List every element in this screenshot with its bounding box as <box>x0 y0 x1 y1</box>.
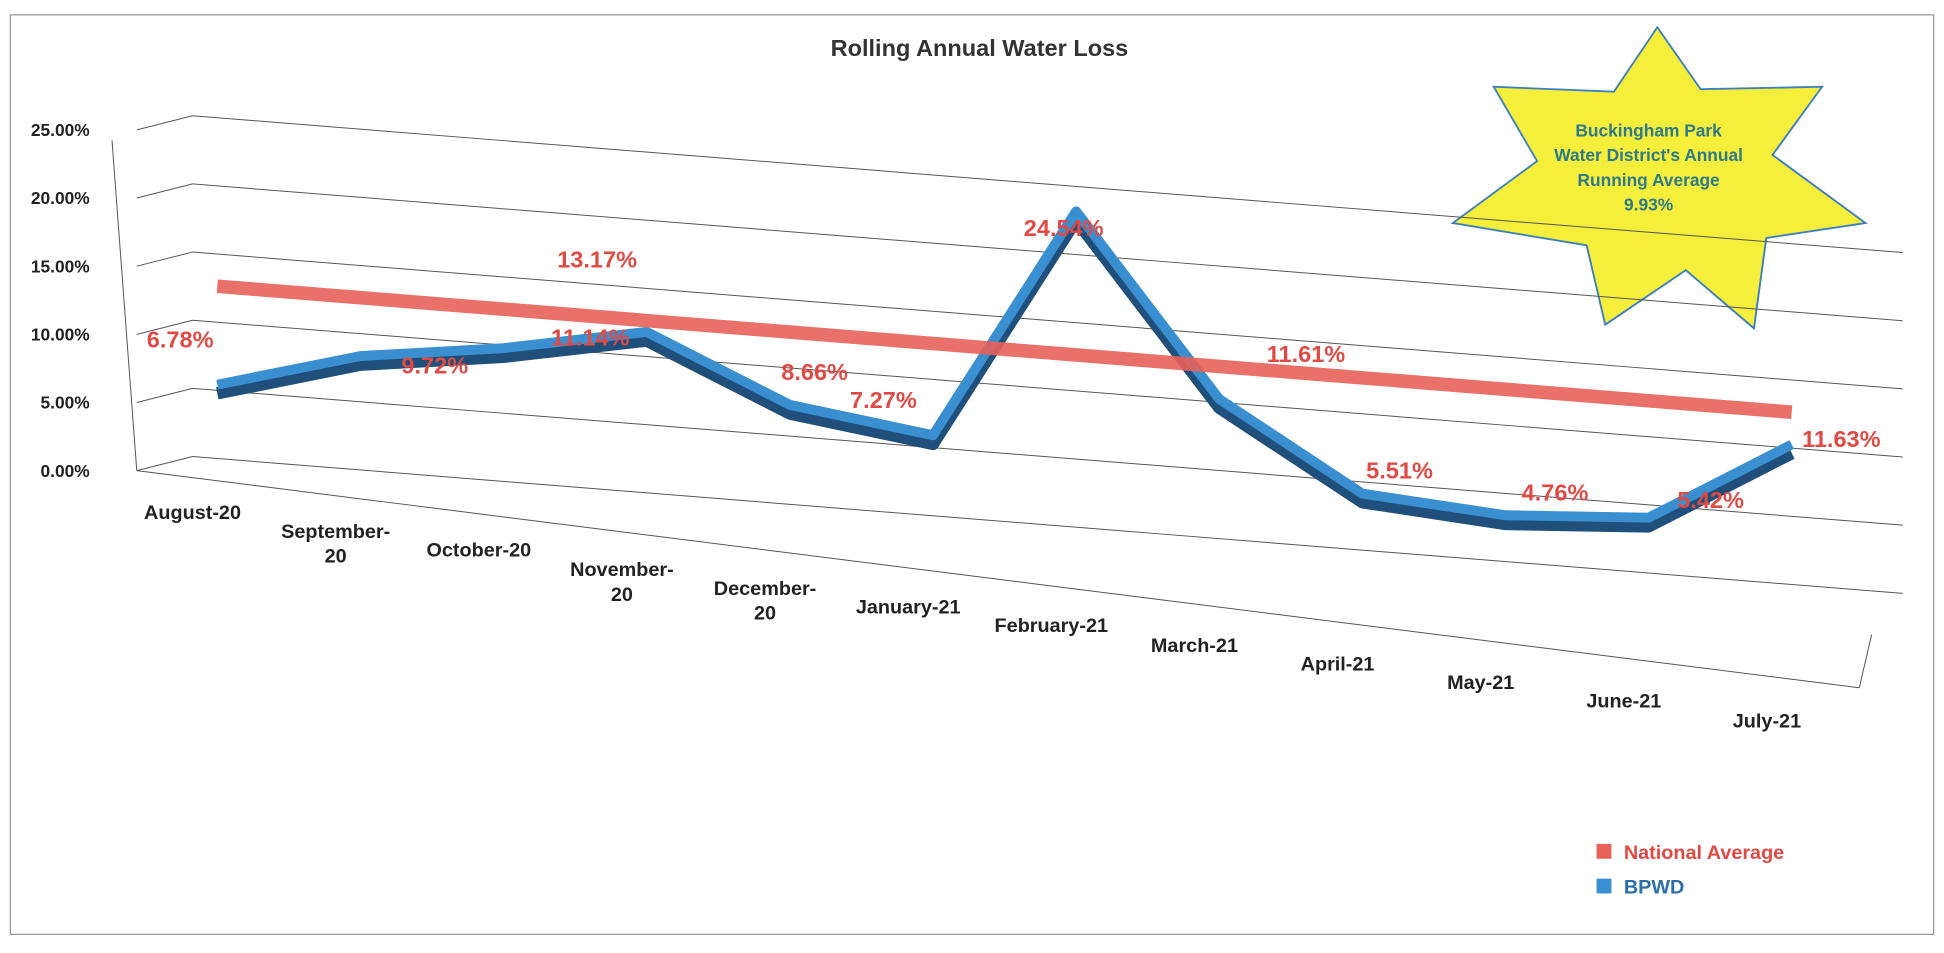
y-tick-label: 5.00% <box>41 393 90 413</box>
annotation-star <box>1450 25 1868 331</box>
x-tick-label-box: June-21 <box>1586 691 1662 714</box>
x-tick-label-box: August-20 <box>144 503 241 525</box>
x-tick-label: September-20 <box>281 522 391 568</box>
x-tick-label: December-20 <box>713 578 817 625</box>
x-tick-label-box: February-21 <box>994 616 1109 638</box>
data-label: 4.76% <box>1522 479 1589 505</box>
chart-title: Rolling Annual Water Loss <box>831 35 1129 61</box>
tick-mark <box>136 251 193 267</box>
x-tick-label: March-21 <box>1150 635 1238 657</box>
floor-side <box>1858 634 1873 688</box>
tick-mark <box>136 456 193 472</box>
grid-line <box>192 115 1903 254</box>
grid-line <box>192 251 1903 390</box>
legend-label: National Average <box>1624 842 1784 864</box>
x-tick-label: August-20 <box>144 503 241 525</box>
legend-label: BPWD <box>1624 876 1685 898</box>
y-tick-label: 10.00% <box>31 325 90 345</box>
data-label: 24.54% <box>1024 215 1104 241</box>
floor-front <box>136 470 1860 689</box>
data-label: 11.14% <box>551 325 630 351</box>
x-tick-label: October-20 <box>426 540 532 562</box>
y-tick-label: 0.00% <box>41 461 90 481</box>
x-tick-label-box: April-21 <box>1300 654 1375 676</box>
data-label: 7.27% <box>850 387 917 413</box>
legend-swatch <box>1596 878 1612 894</box>
tick-mark <box>136 183 193 199</box>
data-label: 6.78% <box>147 327 214 353</box>
y-tick-label: 25.00% <box>31 120 90 140</box>
y-tick-label: 15.00% <box>31 256 90 276</box>
x-tick-label: April-21 <box>1300 654 1375 676</box>
x-tick-label: February-21 <box>994 616 1109 638</box>
annotation-text: 9.93% <box>1624 195 1673 215</box>
x-tick-label-box: September-20 <box>281 522 391 568</box>
annotation-text: Buckingham Park <box>1575 120 1722 140</box>
x-tick-label: June-21 <box>1586 691 1662 714</box>
data-label: 5.51% <box>1366 458 1433 484</box>
tick-mark <box>136 319 193 335</box>
annotation-text: Running Average <box>1578 170 1721 190</box>
tick-mark <box>136 387 193 403</box>
x-tick-label-box: January-21 <box>855 597 961 619</box>
x-tick-label: November-20 <box>570 559 674 606</box>
bpwd-line <box>216 206 1794 523</box>
national-average-line <box>216 279 1793 420</box>
x-tick-label: May-21 <box>1447 673 1515 695</box>
x-tick-label: January-21 <box>855 597 961 619</box>
x-tick-label-box: November-20 <box>570 559 674 606</box>
x-tick-label-box: March-21 <box>1150 635 1238 657</box>
x-tick-label-box: December-20 <box>713 578 817 625</box>
x-tick-label-box: October-20 <box>426 540 532 562</box>
data-label: 11.61% <box>1267 341 1346 367</box>
x-tick-label-box: July-21 <box>1732 710 1802 732</box>
tick-mark <box>136 115 193 131</box>
x-tick-label: July-21 <box>1732 710 1802 732</box>
grid-line <box>192 456 1903 594</box>
data-label: 8.66% <box>781 359 848 385</box>
data-label: 5.42% <box>1677 487 1744 513</box>
data-label: 13.17% <box>557 246 637 272</box>
data-label: 9.72% <box>401 352 468 378</box>
grid-line <box>192 319 1903 458</box>
y-tick-label: 20.00% <box>31 188 90 208</box>
annotation-text: Water District's Annual <box>1554 145 1743 165</box>
grid-line <box>192 387 1903 526</box>
legend-swatch <box>1596 843 1612 859</box>
data-label: 11.63% <box>1802 426 1881 452</box>
x-tick-label-box: May-21 <box>1447 673 1515 695</box>
y-axis <box>111 140 138 471</box>
